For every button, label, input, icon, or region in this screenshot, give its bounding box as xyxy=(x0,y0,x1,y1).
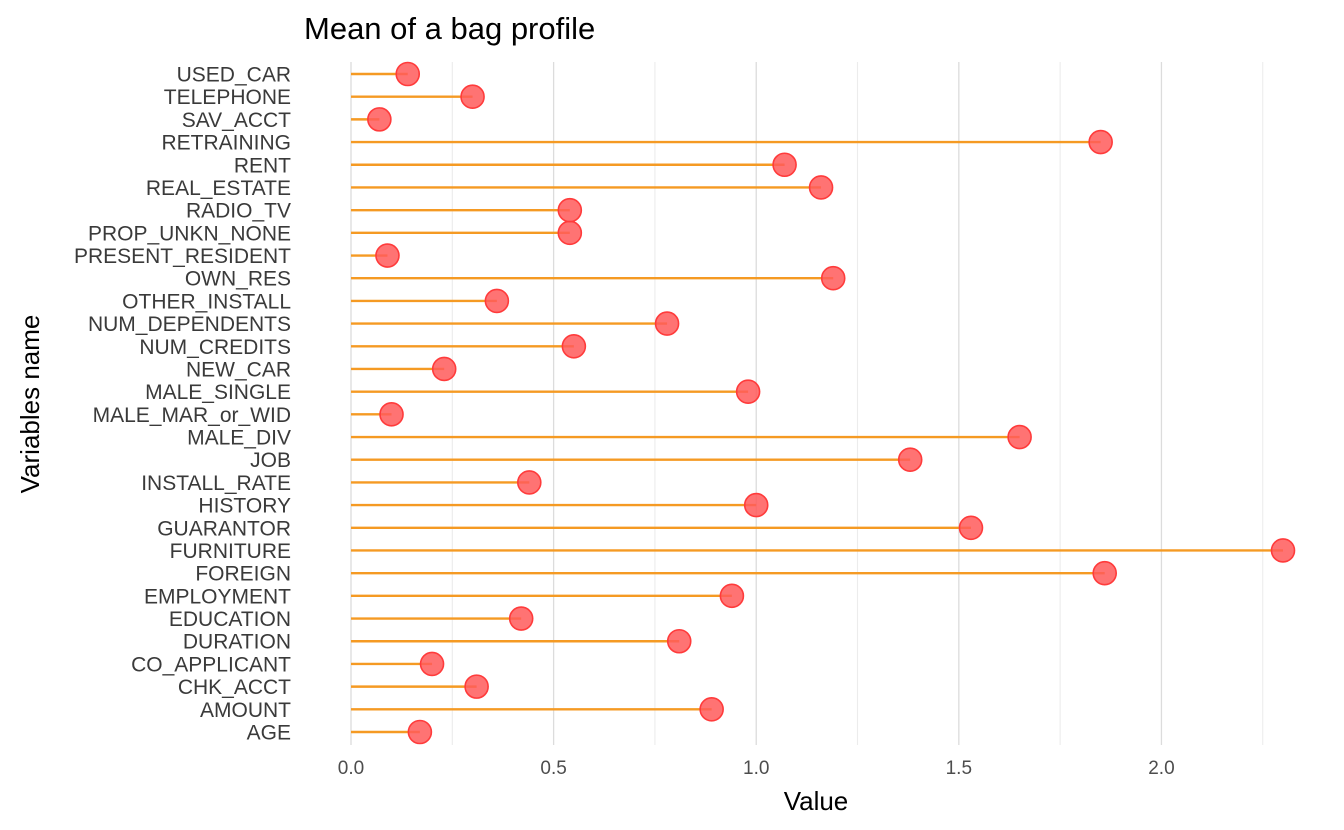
point-used-car xyxy=(395,61,421,87)
y-tick-label: NEW_CAR xyxy=(186,358,291,381)
y-tick-label: REAL_ESTATE xyxy=(146,177,291,200)
y-tick-label: NUM_DEPENDENTS xyxy=(88,313,291,336)
y-tick-label: OWN_RES xyxy=(185,268,291,291)
y-tick-label: JOB xyxy=(250,449,291,472)
point-other-install xyxy=(484,288,510,314)
point-age xyxy=(407,719,433,745)
y-tick-label: SAV_ACCT xyxy=(182,109,291,132)
y-axis-title: Variables name xyxy=(15,315,45,494)
y-tick-label: RETRAINING xyxy=(161,132,291,155)
point-duration xyxy=(666,628,692,654)
y-tick-label: FURNITURE xyxy=(170,540,291,563)
y-tick-label: FOREIGN xyxy=(195,563,291,586)
x-tick-label: 2.0 xyxy=(1148,758,1174,779)
point-employment xyxy=(719,583,745,609)
point-co-applicant xyxy=(419,651,445,677)
point-male-mar-or-wid xyxy=(379,402,404,427)
point-male-div xyxy=(1007,424,1032,450)
point-sav-acct xyxy=(367,107,392,132)
point-new-car xyxy=(431,356,457,382)
y-tick-label: EMPLOYMENT xyxy=(144,585,291,608)
y-tick-label: MALE_SINGLE xyxy=(145,381,291,404)
stems xyxy=(351,72,1283,734)
y-tick-label: CHK_ACCT xyxy=(178,676,291,699)
x-tick-label: 1.5 xyxy=(946,758,972,779)
point-chk-acct xyxy=(464,674,489,699)
points xyxy=(367,61,1296,745)
y-tick-label: CO_APPLICANT xyxy=(131,653,291,676)
point-amount xyxy=(699,697,724,722)
y-tick-label: NUM_CREDITS xyxy=(139,336,291,359)
x-tick-label: 0.5 xyxy=(540,758,566,779)
point-history xyxy=(743,492,769,518)
point-education xyxy=(508,606,534,631)
y-tick-label: OTHER_INSTALL xyxy=(122,290,291,313)
point-retraining xyxy=(1088,129,1113,155)
point-prop-unkn-none xyxy=(557,220,583,246)
point-own-res xyxy=(820,265,846,291)
y-tick-label: HISTORY xyxy=(198,495,291,518)
point-job xyxy=(897,447,923,473)
y-tick-label: USED_CAR xyxy=(177,64,291,87)
point-num-dependents xyxy=(654,311,680,336)
y-tick-label: RENT xyxy=(234,154,291,177)
grid xyxy=(350,62,1264,745)
y-tick-label: DURATION xyxy=(183,631,291,654)
x-tick-label: 1.0 xyxy=(743,758,769,779)
y-tick-label: TELEPHONE xyxy=(164,86,291,109)
y-tick-label: PRESENT_RESIDENT xyxy=(74,245,291,268)
y-tick-label: AGE xyxy=(247,722,291,745)
x-axis-tick-labels: 0.0 0.5 1.0 1.5 2.0 xyxy=(338,758,1175,779)
y-tick-label: AMOUNT xyxy=(200,699,291,722)
point-guarantor xyxy=(958,515,984,541)
y-tick-label: GUARANTOR xyxy=(157,517,291,540)
point-furniture xyxy=(1270,538,1296,563)
y-tick-label: MALE_MAR_or_WID xyxy=(93,404,291,427)
point-foreign xyxy=(1092,560,1118,586)
y-tick-label: RADIO_TV xyxy=(186,200,291,223)
point-telephone xyxy=(460,84,485,109)
point-install-rate xyxy=(516,470,542,495)
point-male-single xyxy=(735,379,761,404)
chart-title: Mean of a bag profile xyxy=(304,11,595,46)
point-radio-tv xyxy=(557,197,583,223)
y-tick-label: EDUCATION xyxy=(169,608,291,631)
point-rent xyxy=(772,152,797,178)
y-tick-label: INSTALL_RATE xyxy=(141,472,291,495)
x-tick-label: 0.0 xyxy=(338,758,364,779)
y-tick-label: PROP_UNKN_NONE xyxy=(88,222,291,245)
point-real-estate xyxy=(808,175,834,200)
point-num-credits xyxy=(561,333,587,359)
x-axis-title: Value xyxy=(784,786,849,816)
y-axis-tick-labels: AGEAMOUNTCHK_ACCTCO_APPLICANTDURATIONEDU… xyxy=(74,64,291,745)
y-tick-label: MALE_DIV xyxy=(187,427,291,450)
point-present-resident xyxy=(375,243,400,268)
